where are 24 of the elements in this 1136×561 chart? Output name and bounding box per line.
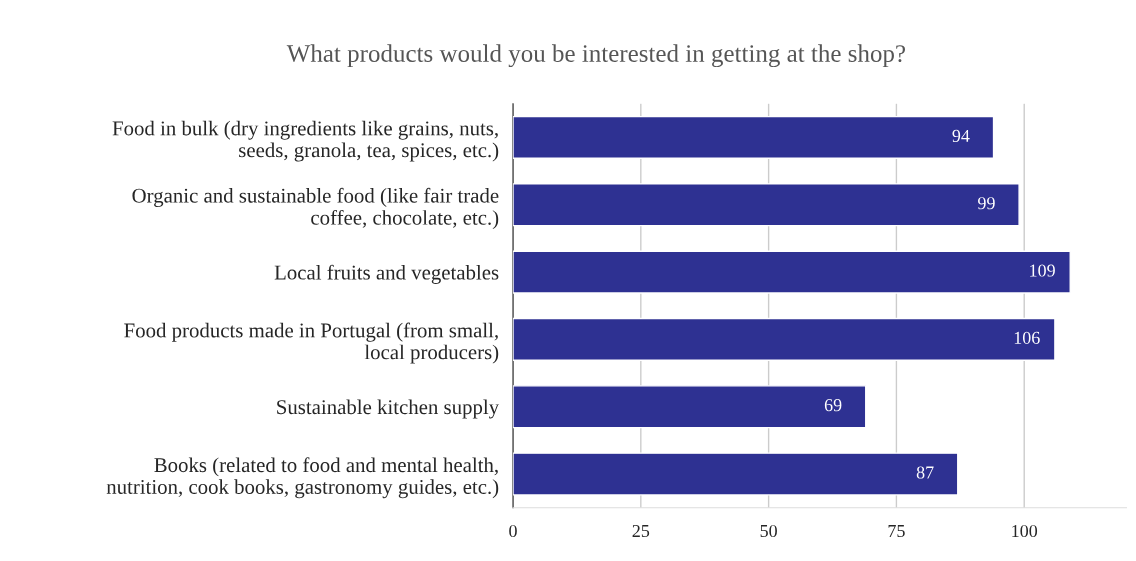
- x-tick-label: 0: [509, 524, 517, 538]
- chart-title: What products would you be interested in getting at the shop?: [286, 44, 906, 68]
- bar: [513, 250, 1071, 294]
- bar: [513, 452, 959, 496]
- bar: [513, 317, 1056, 361]
- data-label: 87: [916, 466, 934, 479]
- x-tick-label: 75: [888, 525, 905, 538]
- y-tick-label: Books (related to food and mental health, nutrition, cook books, gastronomy guides, etc.): [106, 457, 499, 499]
- y-tick-label: Local fruits and vegetables: [274, 264, 499, 284]
- data-label: 94: [952, 129, 970, 142]
- data-label: 106: [1014, 331, 1040, 344]
- x-tick-label: 50: [760, 524, 777, 538]
- data-label: 109: [1030, 264, 1055, 277]
- bar: [513, 115, 995, 160]
- data-label: 99: [978, 197, 995, 210]
- x-tick-label: 25: [632, 524, 650, 538]
- bar: [513, 385, 867, 429]
- data-label: 69: [824, 399, 842, 412]
- y-tick-label: Sustainable kitchen supply: [277, 399, 500, 419]
- y-tick-label: Organic and sustainable food (like fair trade coffee, chocolate, etc.): [132, 187, 499, 230]
- y-tick-label: Food products made in Portugal (from small, local producers): [124, 322, 499, 364]
- x-tick-label: 100: [1012, 524, 1038, 538]
- bar: [513, 183, 1020, 227]
- y-tick-label: Food in bulk (dry ingredients like grains, nuts, seeds, granola, tea, spices, etc.): [112, 120, 499, 162]
